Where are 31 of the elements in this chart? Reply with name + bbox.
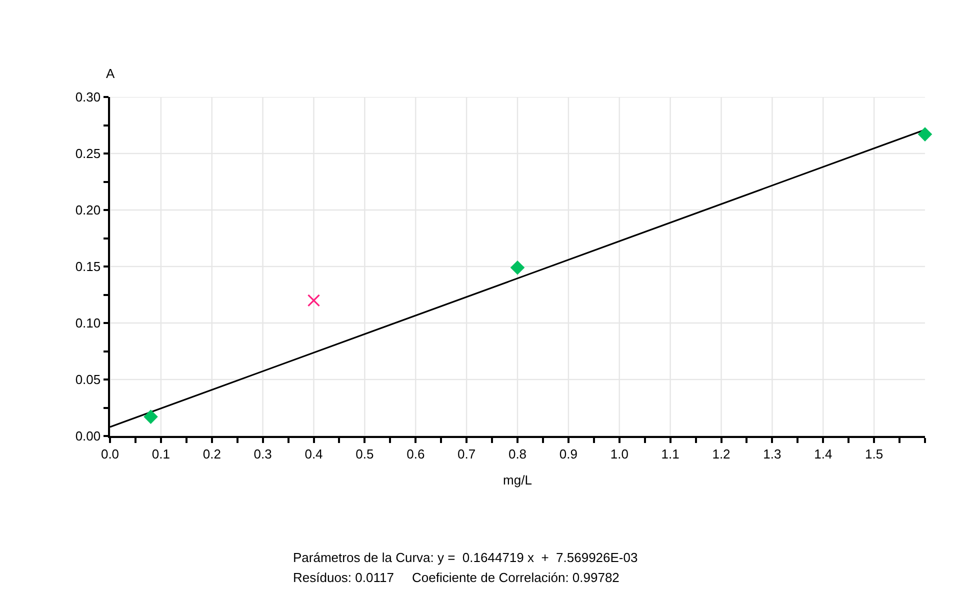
- x-tick-label: 0.7: [458, 446, 476, 462]
- point: [918, 127, 932, 142]
- x-axis-title: mg/L: [503, 472, 532, 488]
- y-tick-label: 0.05: [75, 372, 101, 388]
- point: [510, 260, 525, 275]
- x-tick-label: 0.8: [508, 446, 527, 462]
- x-tick-label: 0.9: [559, 446, 578, 462]
- y-tick-label: 0.10: [75, 316, 101, 331]
- x-tick-label: 0.1: [152, 446, 170, 462]
- point: [307, 294, 320, 307]
- x-tick-label: 1.0: [610, 446, 628, 462]
- text: Resíduos: 0.0117 Coeficiente de Correlación: 0.99782: [293, 570, 620, 585]
- x-tick-label: 1.3: [763, 446, 782, 462]
- y-tick-label: 0.15: [75, 259, 101, 274]
- x-tick-label: 0.2: [202, 446, 221, 462]
- text: Parámetros de la Curva: y = 0.1644719 x + 7.569926E-03: [293, 550, 638, 565]
- x-tick-label: 0.6: [406, 446, 425, 462]
- y-tick-label: 0.20: [75, 202, 101, 218]
- y-tick-label: 0.25: [75, 146, 101, 162]
- x-tick-label: 0.5: [356, 446, 374, 462]
- x-tick-label: 0.3: [254, 446, 272, 462]
- x-tick-label: 1.5: [865, 446, 884, 462]
- x-tick-label: 0.4: [304, 446, 323, 462]
- x-tick-label: 1.4: [814, 446, 832, 462]
- y-axis-title: A: [106, 66, 115, 81]
- x-tick-label: 1.1: [661, 446, 680, 462]
- y-tick-label: 0.30: [75, 90, 101, 105]
- x-tick-label: 0.0: [100, 446, 120, 462]
- x-tick-label: 1.2: [712, 446, 730, 462]
- point: [144, 410, 158, 424]
- y-tick-label: 0.00: [75, 428, 101, 444]
